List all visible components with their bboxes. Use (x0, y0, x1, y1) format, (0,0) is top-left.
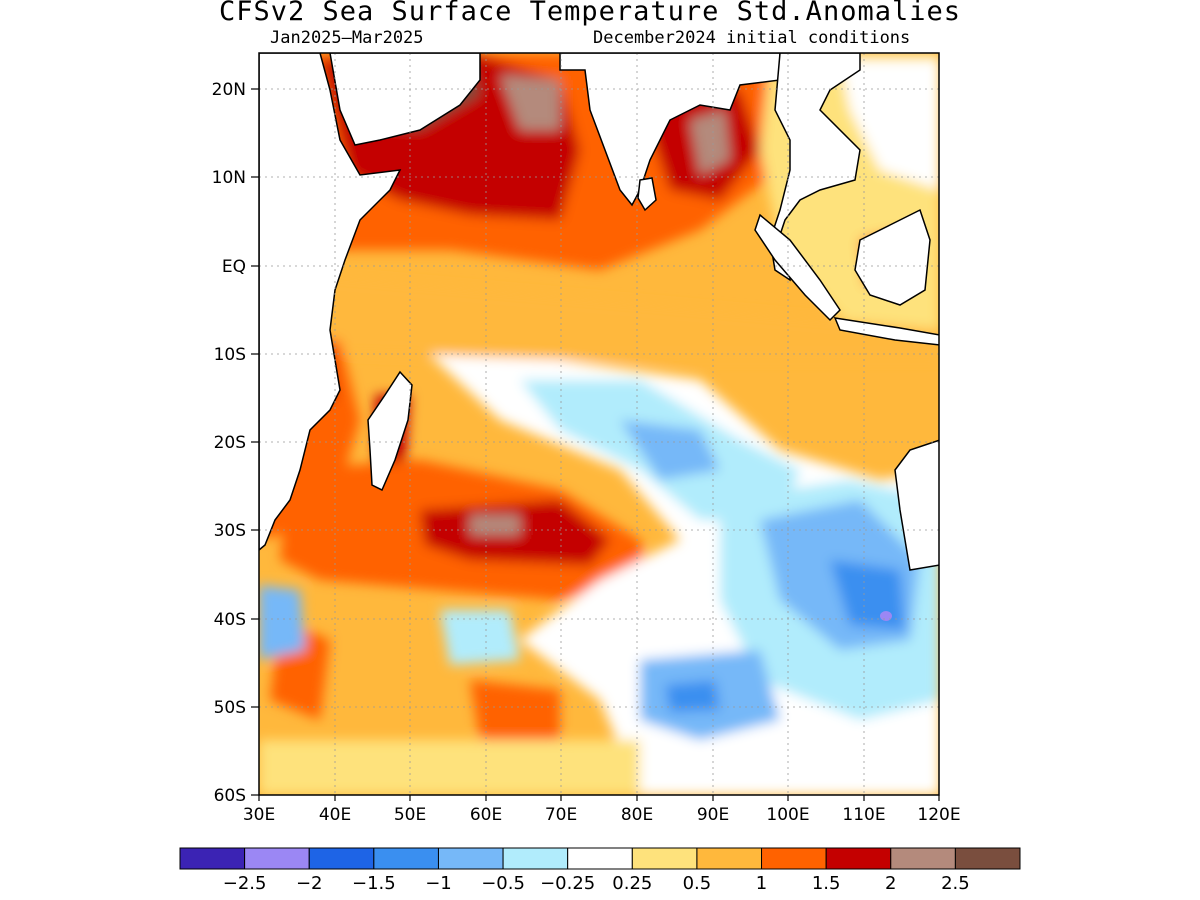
colorbar-swatch (567, 847, 633, 870)
field-extreme-bengal (690, 110, 730, 175)
colorbar-swatch (825, 847, 892, 870)
y-tick-50s: 50S (214, 698, 246, 718)
land-india (559, 53, 781, 207)
colorbar-label: 2 (885, 873, 896, 894)
colorbar-swatch (244, 847, 310, 870)
colorbar-label: −1 (425, 873, 452, 894)
y-tick-60s: 60S (214, 786, 246, 806)
y-tick-20s: 20S (214, 433, 246, 453)
colorbar-label: 2.5 (941, 873, 970, 894)
colorbar-swatch (308, 847, 375, 870)
colorbar-label: 1.5 (812, 873, 841, 894)
colorbar-swatch (373, 847, 439, 870)
field-cool-west (259, 585, 305, 660)
x-tick-90e: 90E (697, 805, 729, 825)
field-extreme-south (470, 515, 520, 535)
field-coolest-south (665, 680, 720, 712)
colorbar-label: −1.5 (352, 873, 396, 894)
map-frame (258, 52, 940, 796)
colorbar-label: 0.25 (612, 873, 652, 894)
y-tick-10s: 10S (214, 345, 246, 365)
y-tick-eq: EQ (222, 257, 246, 277)
field-cold-spot-south (880, 611, 892, 621)
colorbar-swatch (179, 847, 246, 870)
anomaly-field (259, 53, 939, 795)
colorbar-swatch (631, 847, 698, 870)
colorbar-label: −2.5 (223, 873, 267, 894)
x-tick-70e: 70E (545, 805, 577, 825)
y-tick-10n: 10N (212, 168, 246, 188)
colorbar-swatch (954, 847, 1021, 870)
x-tick-120e: 120E (917, 805, 960, 825)
y-tick-30s: 30S (214, 521, 246, 541)
land-australia (894, 439, 939, 571)
x-tick-30e: 30E (243, 805, 275, 825)
colorbar: −2.5 −2 −1.5 −1 −0.5 −0.25 0.25 0.5 1 1.5 2 2.5 (179, 847, 1021, 894)
x-tick-110e: 110E (842, 805, 885, 825)
colorbar-label: −0.5 (481, 873, 525, 894)
x-tick-50e: 50E (394, 805, 426, 825)
field-equatorial (259, 270, 939, 360)
land-sumatra (754, 213, 841, 322)
field-cool-southwest (440, 610, 520, 665)
colorbar-swatch (502, 847, 569, 870)
field-pale-bottom (259, 740, 640, 795)
tick-marks (251, 88, 940, 801)
x-tick-60e: 60E (470, 805, 502, 825)
initial-conditions: December2024 initial conditions (593, 28, 911, 48)
land-arabia (329, 53, 481, 146)
land (259, 53, 939, 571)
y-axis-labels: 20N 10N EQ 10S 20S 30S 40S 50S 60S (212, 80, 246, 806)
field-neutral-scs (840, 60, 939, 190)
forecast-period: Jan2025–Mar2025 (270, 28, 424, 48)
x-tick-40e: 40E (319, 805, 351, 825)
colorbar-swatch (437, 847, 504, 870)
colorbar-label: 1 (756, 873, 767, 894)
x-tick-80e: 80E (621, 805, 653, 825)
land-borneo (854, 208, 931, 306)
y-tick-20n: 20N (212, 80, 246, 100)
x-tick-100e: 100E (766, 805, 809, 825)
colorbar-swatch (761, 847, 827, 870)
land-java (833, 317, 939, 346)
colorbar-swatch (890, 847, 956, 870)
colorbar-label: −0.25 (540, 873, 595, 894)
field-extreme-arabian-sea (500, 75, 560, 130)
chart-title: CFSv2 Sea Surface Temperature Std.Anomal… (219, 0, 961, 27)
y-tick-40s: 40S (214, 610, 246, 630)
gridlines (259, 53, 939, 795)
field-warm-far-south (470, 680, 560, 750)
colorbar-label: −2 (296, 873, 323, 894)
colorbar-swatch (696, 847, 763, 870)
x-axis-labels: 30E 40E 50E 60E 70E 80E 90E 100E 110E 12… (243, 805, 961, 825)
land-sri-lanka (637, 177, 657, 212)
colorbar-label: 0.5 (683, 873, 712, 894)
field-cooler-central (620, 420, 720, 480)
land-africa (259, 53, 402, 551)
